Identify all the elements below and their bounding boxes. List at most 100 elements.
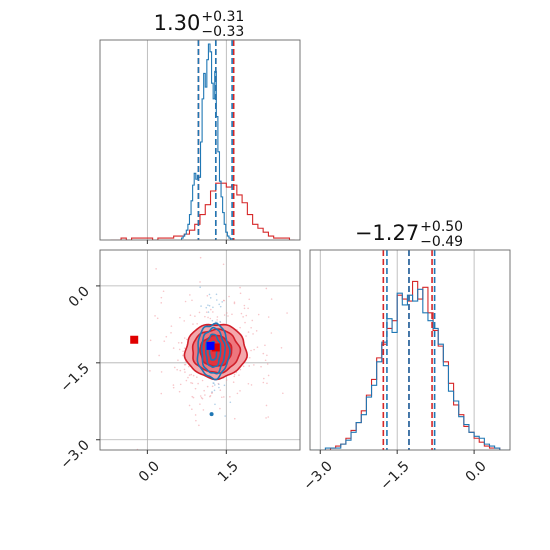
sample-point-red [232,381,235,384]
sample-point-red [233,373,236,376]
sample-point-red [196,376,198,378]
sample-point-red [243,304,246,307]
joint-x-tick-label: 0.0 [136,458,163,485]
marker-0 [130,335,139,344]
sample-point-red [194,387,197,390]
sample-point-red [229,395,231,398]
sample-point-red [226,312,228,314]
sample-point-blue [215,321,217,323]
sample-point-blue [218,386,220,389]
sample-point-red [250,384,253,386]
sample-point-red [172,384,175,386]
sample-point-red [196,323,198,325]
sample-point-red [267,416,270,418]
hist-x-blue [180,43,233,240]
sample-point-red [253,364,255,366]
sample-point-red [199,256,202,259]
sample-point-red [222,299,225,302]
sample-point-red [178,348,181,351]
joint-frame [99,249,301,451]
sample-point-red [239,292,242,295]
sample-point-red [200,396,203,399]
joint-y-tick-label: 0.0 [66,283,93,310]
sample-point-red [191,299,193,302]
sample-point-red [184,371,186,373]
sample-point-red [194,315,196,317]
sample-point-red [179,383,182,386]
sample-point-blue [199,286,201,289]
sample-point-red [178,390,181,393]
sample-point-red [206,385,209,388]
sample-point-red [211,385,214,388]
sample-point-red [194,414,197,416]
sample-point-red [247,382,250,385]
sample-point-blue [209,297,212,299]
sample-point-blue [211,319,214,322]
sample-point-red [255,330,258,332]
contour-line-red-1 [191,328,242,374]
sample-point-red [187,376,189,379]
sample-point-red [266,363,269,365]
sample-point-red [162,290,165,293]
sample-point-red [233,302,236,305]
sample-point-blue [215,293,218,296]
sample-point-blue [211,391,213,393]
sample-point-red [156,317,159,320]
sample-point-red [199,403,201,405]
sample-point-red [192,396,195,399]
sample-point-red [172,386,175,389]
sample-point-red [155,268,157,270]
sample-point-red [265,287,268,290]
sample-point-red [191,395,194,398]
sample-point-red [328,339,330,341]
sample-point-blue [214,384,216,386]
sample-point-red [239,368,242,371]
sample-point-red [248,298,251,301]
sample-point-red [205,311,208,313]
sample-point-red [233,417,236,420]
marker-2 [206,341,215,350]
sample-point-red [239,286,241,289]
sample-point-red [221,396,223,399]
sample-point-red [185,379,188,382]
sample-point-red [233,375,236,378]
joint-x-tick-label: 1.5 [215,458,242,485]
sample-point-red [266,382,268,385]
sample-point-red [216,316,219,318]
sample-point-red [264,344,266,347]
sample-point-red [223,314,226,316]
sample-point-red [184,300,187,303]
sample-point-red [251,319,254,322]
sample-point-red [160,302,163,304]
sample-point-blue [218,303,220,306]
sample-point-red [247,307,249,310]
param-1-title-minus: −0.49 [420,234,463,250]
sample-point-red [257,313,260,316]
sample-point-red [236,392,239,395]
hist-y-blue [310,288,510,450]
sample-point-red [170,331,172,334]
sample-point-red [170,325,173,327]
sample-point-red [244,321,246,324]
sample-point-red [266,354,268,357]
sample-point-red [219,389,222,392]
sample-point-red [189,294,191,296]
sample-point-red [198,424,200,427]
sample-point-blue [207,304,209,306]
sample-point-red [267,374,270,377]
sample-point-red [165,335,168,338]
sample-point-red [198,311,201,314]
marker-1 [211,343,220,352]
sample-point-red [158,354,160,357]
sample-point-red [222,263,225,266]
sample-point-red [190,373,193,376]
sample-point-red [199,395,202,397]
sample-point-red [177,359,179,361]
sample-point-red [191,408,193,411]
sample-point-blue [219,305,222,308]
joint-plot-area [130,256,330,450]
param-0-title-minus: −0.33 [201,24,244,40]
sample-point-red [184,363,187,366]
sample-point-red [265,404,268,407]
sample-point-red [183,368,186,371]
